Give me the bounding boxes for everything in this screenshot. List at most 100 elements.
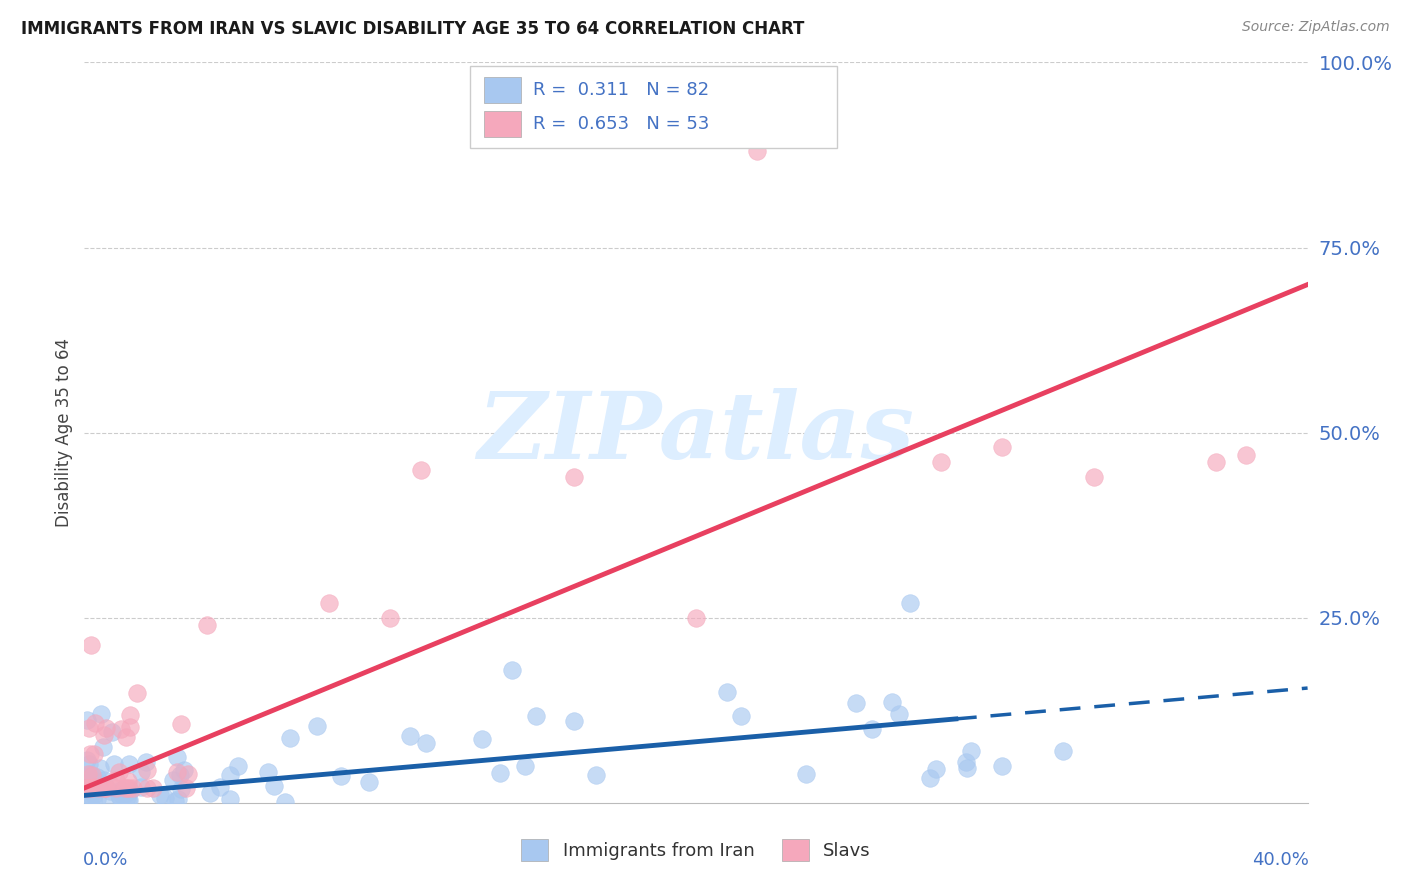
Point xyxy=(685,610,707,624)
Point xyxy=(114,730,136,744)
Point xyxy=(330,769,353,783)
Point xyxy=(114,780,136,795)
Point xyxy=(1083,470,1105,484)
Text: 40.0%: 40.0% xyxy=(1251,851,1309,869)
Point xyxy=(176,767,198,781)
Point xyxy=(889,706,911,721)
Point xyxy=(80,780,103,795)
Point xyxy=(166,749,188,764)
Text: R =  0.311   N = 82: R = 0.311 N = 82 xyxy=(533,81,710,99)
Point xyxy=(170,716,193,731)
Point xyxy=(125,686,148,700)
Point xyxy=(489,765,512,780)
Point xyxy=(87,781,110,796)
Point xyxy=(170,781,193,796)
Point xyxy=(956,761,979,775)
Text: IMMIGRANTS FROM IRAN VS SLAVIC DISABILITY AGE 35 TO 64 CORRELATION CHART: IMMIGRANTS FROM IRAN VS SLAVIC DISABILIT… xyxy=(21,20,804,37)
Point xyxy=(83,716,105,731)
Point xyxy=(471,732,494,747)
Point xyxy=(278,731,301,745)
Point xyxy=(794,766,817,780)
Point xyxy=(380,610,402,624)
Point xyxy=(502,663,524,677)
Point xyxy=(564,714,586,729)
Point xyxy=(76,770,98,784)
Point xyxy=(585,768,607,782)
Text: R =  0.653   N = 53: R = 0.653 N = 53 xyxy=(533,115,710,133)
Point xyxy=(79,767,101,781)
Point xyxy=(101,725,124,739)
Point xyxy=(209,780,232,794)
Point xyxy=(120,708,142,723)
Point xyxy=(98,777,121,791)
Point xyxy=(114,788,136,802)
Point xyxy=(79,795,101,809)
Point xyxy=(409,462,432,476)
Point xyxy=(218,792,240,806)
Point xyxy=(716,685,738,699)
Point xyxy=(880,695,903,709)
Point xyxy=(82,793,104,807)
Point xyxy=(108,789,131,804)
Point xyxy=(79,747,101,761)
FancyBboxPatch shape xyxy=(484,78,522,103)
Point xyxy=(107,764,129,779)
Text: Source: ZipAtlas.com: Source: ZipAtlas.com xyxy=(1241,20,1389,34)
Point xyxy=(76,778,98,792)
Point xyxy=(166,764,188,779)
Point xyxy=(860,723,883,737)
Point xyxy=(105,780,128,795)
Point xyxy=(730,708,752,723)
Point xyxy=(93,728,115,742)
Point xyxy=(162,772,184,787)
Point xyxy=(562,470,585,484)
Point xyxy=(83,788,105,802)
Point xyxy=(263,779,285,793)
Point xyxy=(91,780,114,795)
Point xyxy=(122,780,145,795)
Point xyxy=(515,759,537,773)
Point xyxy=(103,757,125,772)
Point xyxy=(96,780,118,795)
Point xyxy=(83,747,105,762)
Point xyxy=(93,772,115,787)
Point xyxy=(747,145,769,159)
Point xyxy=(120,720,142,734)
Point xyxy=(991,441,1014,455)
Point xyxy=(117,793,139,807)
Point xyxy=(929,455,952,469)
Point xyxy=(305,719,328,733)
Legend: Immigrants from Iran, Slavs: Immigrants from Iran, Slavs xyxy=(515,831,877,868)
Point xyxy=(111,788,134,802)
Point xyxy=(76,767,98,781)
Point xyxy=(359,775,381,789)
Point xyxy=(200,786,222,800)
Point xyxy=(110,783,132,797)
Point xyxy=(117,793,139,807)
Point xyxy=(415,736,437,750)
Point xyxy=(898,596,921,610)
Point xyxy=(155,790,177,805)
Text: 0.0%: 0.0% xyxy=(83,851,128,869)
Point xyxy=(195,618,218,632)
Point xyxy=(87,780,110,795)
Point xyxy=(76,754,98,768)
Point xyxy=(173,763,195,777)
Point xyxy=(86,770,108,784)
Point xyxy=(131,780,153,794)
Point xyxy=(1205,455,1227,469)
Point xyxy=(274,795,297,809)
Point xyxy=(136,763,159,777)
Point xyxy=(110,723,132,737)
Point xyxy=(76,780,98,795)
Point xyxy=(120,784,142,798)
Point xyxy=(100,784,122,798)
Point xyxy=(169,768,191,782)
Point xyxy=(115,780,138,795)
FancyBboxPatch shape xyxy=(470,66,837,147)
Point xyxy=(118,756,141,771)
Point xyxy=(256,765,278,780)
Point xyxy=(105,773,128,788)
Point xyxy=(114,786,136,800)
Point xyxy=(86,792,108,806)
